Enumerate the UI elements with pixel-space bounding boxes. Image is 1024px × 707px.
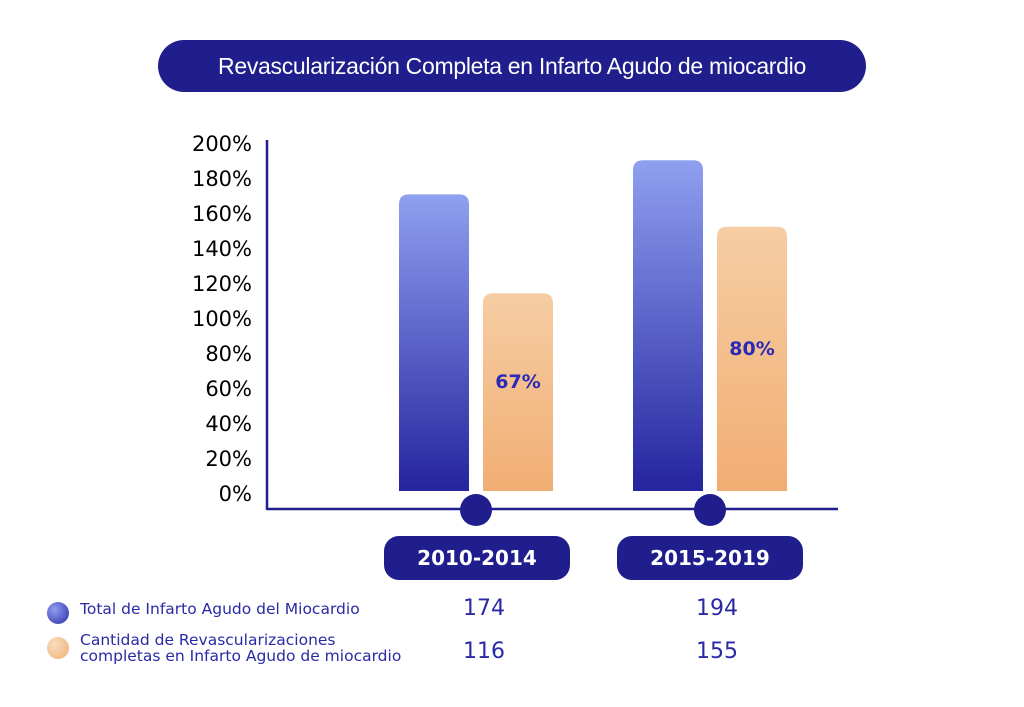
legend-label-line: Cantidad de Revascularizaciones: [80, 631, 336, 649]
legend-label-revasc: Cantidad de Revascularizaciones completa…: [80, 632, 401, 664]
y-tick-label: 120%: [192, 272, 252, 296]
chart-title: Revascularización Completa en Infarto Ag…: [158, 40, 866, 92]
legend-value: 116: [463, 639, 505, 664]
legend-value: 174: [463, 596, 505, 621]
y-tick-label: 180%: [192, 167, 252, 191]
y-tick-label: 140%: [192, 237, 252, 261]
legend-label-total: Total de Infarto Agudo del Miocardio: [80, 600, 360, 618]
y-tick-label: 80%: [205, 342, 252, 366]
x-axis-marker: [694, 494, 726, 526]
y-tick-label: 160%: [192, 202, 252, 226]
y-tick-label: 60%: [205, 377, 252, 401]
y-tick-label: 100%: [192, 307, 252, 331]
bar-total: [399, 194, 469, 491]
y-tick-label: 40%: [205, 412, 252, 436]
legend-dot-orange: [47, 637, 69, 659]
bar-revascularizaciones: [717, 226, 787, 491]
bar-revascularizaciones: [483, 293, 553, 491]
legend-value: 194: [696, 596, 738, 621]
legend-value: 155: [696, 639, 738, 664]
x-axis-marker: [460, 494, 492, 526]
category-label: 2010-2014: [384, 536, 570, 580]
legend-dot-blue: [47, 602, 69, 624]
y-tick-label: 0%: [219, 482, 252, 506]
bar-data-label: 67%: [495, 371, 540, 393]
legend-label-line: completas en Infarto Agudo de miocardio: [80, 647, 402, 665]
bar-data-label: 80%: [729, 338, 774, 360]
y-tick-label: 200%: [192, 132, 252, 156]
bar-total: [633, 160, 703, 492]
y-tick-label: 20%: [205, 447, 252, 471]
category-label: 2015-2019: [617, 536, 803, 580]
